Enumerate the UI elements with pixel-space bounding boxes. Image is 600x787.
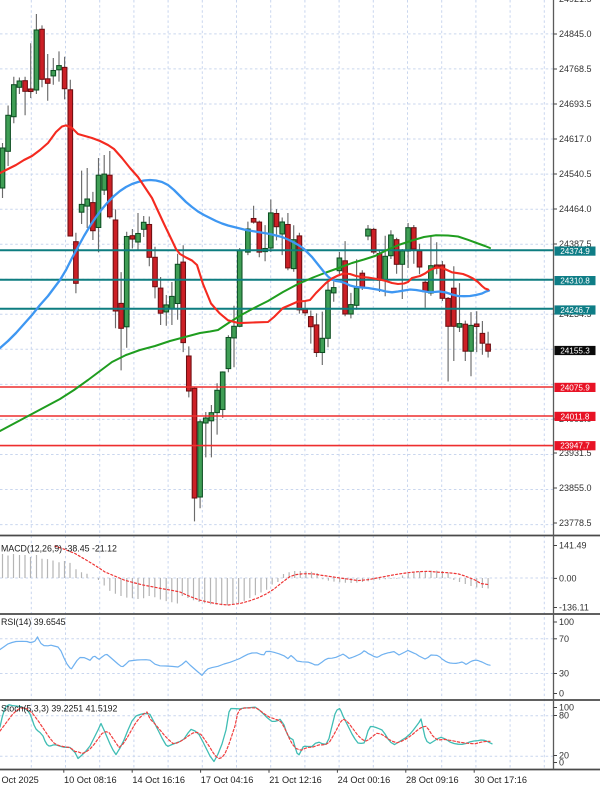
- svg-text:20: 20: [559, 751, 569, 761]
- svg-text:23931.5: 23931.5: [559, 448, 592, 458]
- svg-text:24921.5: 24921.5: [559, 0, 592, 4]
- svg-text:70: 70: [559, 634, 569, 644]
- svg-text:30 Oct 17:16: 30 Oct 17:16: [474, 775, 527, 785]
- svg-text:10 Oct 08:16: 10 Oct 08:16: [64, 775, 117, 785]
- svg-text:24387.5: 24387.5: [559, 239, 592, 249]
- svg-text:24464.0: 24464.0: [559, 204, 592, 214]
- svg-text:24693.5: 24693.5: [559, 99, 592, 109]
- svg-text:24 Oct 00:16: 24 Oct 00:16: [338, 775, 391, 785]
- svg-text:23778.5: 23778.5: [559, 518, 592, 528]
- svg-text:100: 100: [559, 617, 574, 627]
- svg-text:30: 30: [559, 669, 569, 679]
- svg-text:14 Oct 16:16: 14 Oct 16:16: [132, 775, 185, 785]
- svg-text:RSI(14) 39.6545: RSI(14) 39.6545: [1, 617, 66, 627]
- svg-text:23947.7: 23947.7: [560, 442, 590, 451]
- svg-text:Stoch(5,3,3) 39.2251 41.5192: Stoch(5,3,3) 39.2251 41.5192: [1, 704, 118, 714]
- svg-text:24617.0: 24617.0: [559, 134, 592, 144]
- svg-text:100: 100: [559, 703, 574, 713]
- svg-text:21 Oct 12:16: 21 Oct 12:16: [269, 775, 322, 785]
- svg-text:Oct 2025: Oct 2025: [2, 775, 39, 785]
- svg-text:24310.8: 24310.8: [560, 277, 590, 286]
- svg-text:80: 80: [559, 711, 569, 721]
- svg-text:24075.9: 24075.9: [560, 383, 590, 392]
- svg-text:24768.5: 24768.5: [559, 64, 592, 74]
- svg-text:24246.7: 24246.7: [560, 306, 590, 315]
- svg-text:-136.11: -136.11: [559, 603, 589, 613]
- svg-text:24540.5: 24540.5: [559, 169, 592, 179]
- svg-text:23855.0: 23855.0: [559, 483, 592, 493]
- svg-text:17 Oct 04:16: 17 Oct 04:16: [201, 775, 254, 785]
- svg-text:28 Oct 09:16: 28 Oct 09:16: [406, 775, 459, 785]
- svg-text:24845.0: 24845.0: [559, 29, 592, 39]
- svg-text:24374.9: 24374.9: [560, 247, 590, 256]
- svg-text:24155.3: 24155.3: [560, 347, 590, 356]
- svg-text:MACD(12,26,9) -38.45 -21.12: MACD(12,26,9) -38.45 -21.12: [1, 544, 117, 554]
- svg-text:141.49: 141.49: [559, 541, 587, 551]
- svg-text:0: 0: [559, 758, 564, 768]
- svg-text:0: 0: [559, 689, 564, 699]
- svg-text:24011.8: 24011.8: [561, 412, 590, 421]
- svg-text:0.00: 0.00: [559, 574, 577, 584]
